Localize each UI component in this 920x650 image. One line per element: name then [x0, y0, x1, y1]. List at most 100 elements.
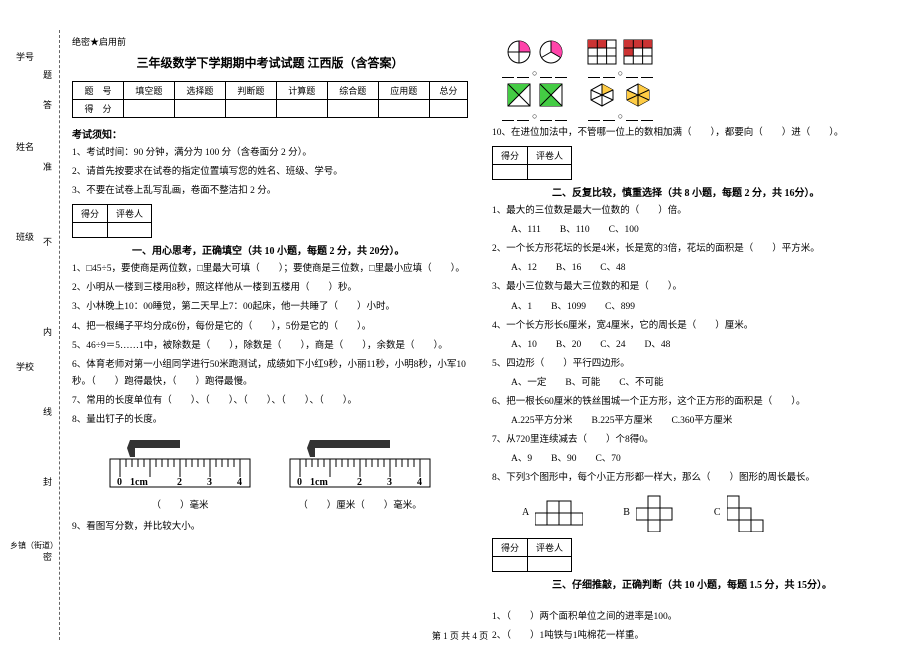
- th: 题 号: [73, 82, 124, 100]
- svg-text:2: 2: [357, 477, 362, 488]
- binding-mark: 密: [43, 550, 52, 563]
- ruler-icon: 0 1cm 2 3 4: [285, 437, 435, 492]
- mini-th: 得分: [493, 147, 528, 165]
- question: 2、小明从一楼到三楼用8秒，照这样他从一楼到五楼用（ ）秒。: [72, 280, 468, 297]
- svg-text:2: 2: [177, 477, 182, 488]
- shape-b: B: [623, 494, 674, 532]
- shape-c: C: [714, 494, 765, 532]
- options: A、1 B、1099 C、899: [492, 299, 888, 316]
- binding-mark: 题: [43, 68, 52, 81]
- question: 10、在进位加法中，不管哪一位上的数相加满（ ），都要向（ ）进（ ）。: [492, 125, 888, 142]
- scorer-table: 得分评卷人: [492, 538, 572, 572]
- mini-td: [108, 223, 152, 238]
- question: 1、□45÷5，要使商是两位数，□里最大可填（ ）；要使商是三位数，□里最小应填…: [72, 261, 468, 278]
- th: 计算题: [276, 82, 327, 100]
- ruler-2: 0 1cm 2 3 4 （ ）厘米（ ）毫米。: [285, 437, 435, 511]
- binding-label: 班级: [16, 230, 34, 243]
- binding-mark: 准: [43, 160, 52, 173]
- page-footer: 第 1 页 共 4 页: [0, 629, 920, 642]
- binding-margin: 学号 姓名 班级 学校 乡镇（街道） 题 答 准 不 内 线 封 密: [10, 30, 60, 640]
- svg-text:4: 4: [417, 477, 422, 488]
- ruler-icon: 0 1cm 2 3 4: [105, 437, 255, 492]
- hex-fraction-icon: [623, 82, 653, 108]
- mini-th: 得分: [73, 205, 108, 223]
- fraction-group-circles: ○: [502, 39, 567, 78]
- question: 5、46÷9＝5……1中，被除数是（ ），除数是（ ），商是（ ），余数是（ ）…: [72, 338, 468, 355]
- grid-fraction-icon: [587, 39, 617, 65]
- options: A、111 B、110 C、100: [492, 222, 888, 239]
- mini-td: [528, 556, 572, 571]
- td: [276, 100, 327, 118]
- svg-text:3: 3: [387, 477, 392, 488]
- section3-title: 三、仔细推敲，正确判断（共 10 小题，每题 1.5 分，共 15分）。: [552, 576, 888, 591]
- notice-item: 2、请首先按要求在试卷的指定位置填写您的姓名、班级、学号。: [72, 164, 468, 181]
- secret-label: 绝密★启用前: [72, 35, 468, 48]
- th: 总分: [429, 82, 467, 100]
- td: [429, 100, 467, 118]
- question: 5、四边形（ ）平行四边形。: [492, 356, 888, 373]
- td: 得 分: [73, 100, 124, 118]
- td: [174, 100, 225, 118]
- square-fraction-icon: [538, 82, 564, 108]
- fraction-row: ○ ○: [502, 82, 888, 121]
- hex-fraction-icon: [587, 82, 617, 108]
- ruler-label: （ ）毫米: [105, 497, 255, 511]
- mini-td: [528, 165, 572, 180]
- question: 1、（ ）两个面积单位之间的进率是100。: [492, 609, 888, 626]
- circle-fraction-icon: [506, 39, 532, 65]
- question: 8、量出钉子的长度。: [72, 412, 468, 429]
- question: 9、看图写分数，并比较大小。: [72, 519, 468, 536]
- options: A、9 B、90 C、70: [492, 451, 888, 468]
- options: A.225平方分米 B.225平方厘米 C.360平方厘米: [492, 413, 888, 430]
- binding-mark: 答: [43, 98, 52, 111]
- question: 4、把一根绳子平均分成6份，每份是它的（ ），5份是它的（ ）。: [72, 319, 468, 336]
- th: 应用题: [378, 82, 429, 100]
- svg-text:0: 0: [297, 477, 302, 488]
- binding-label: 学号: [16, 50, 34, 63]
- question: 3、小林晚上10：00睡觉，第二天早上7：00起床，他一共睡了（ ）小时。: [72, 299, 468, 316]
- grid-fraction-icon: [623, 39, 653, 65]
- shape-label: C: [714, 507, 721, 518]
- svg-text:3: 3: [207, 477, 212, 488]
- svg-text:4: 4: [237, 477, 242, 488]
- mini-th: 评卷人: [528, 147, 572, 165]
- options: A、12 B、16 C、48: [492, 260, 888, 277]
- td: [327, 100, 378, 118]
- question: 4、一个长方形长6厘米，宽4厘米，它的周长是（ ）厘米。: [492, 318, 888, 335]
- binding-mark: 内: [43, 325, 52, 338]
- binding-label: 姓名: [16, 140, 34, 153]
- polyomino-icon: [636, 494, 674, 532]
- ruler-label: （ ）厘米（ ）毫米。: [285, 497, 435, 511]
- binding-mark: 封: [43, 475, 52, 488]
- question: 1、最大的三位数是最大一位数的（ ）倍。: [492, 203, 888, 220]
- fraction-group-grids: ○: [587, 39, 653, 78]
- mini-td: [493, 556, 528, 571]
- fraction-group-squares: ○: [502, 82, 567, 121]
- options: A、10 B、20 C、24 D、48: [492, 337, 888, 354]
- th: 填空题: [123, 82, 174, 100]
- binding-mark: 线: [43, 405, 52, 418]
- left-column: 绝密★启用前 三年级数学下学期期中考试试题 江西版（含答案） 题 号 填空题 选…: [60, 30, 480, 640]
- shape-label: B: [623, 507, 630, 518]
- score-table: 题 号 填空题 选择题 判断题 计算题 综合题 应用题 总分 得 分: [72, 81, 468, 118]
- shape-a: A: [522, 499, 583, 527]
- shape-label: A: [522, 507, 529, 518]
- question: 6、体育老师对第一小组同学进行50米跑测试，成绩如下小红9秒，小丽11秒，小明8…: [72, 357, 468, 391]
- right-column: ○ ○ ○: [480, 30, 900, 640]
- notice-item: 1、考试时间：90 分钟，满分为 100 分（含卷面分 2 分）。: [72, 145, 468, 162]
- fraction-group-hexagons: ○: [587, 82, 653, 121]
- scorer-table: 得分评卷人: [72, 204, 152, 238]
- question: 6、把一根长60厘米的铁丝围城一个正方形，这个正方形的面积是（ ）。: [492, 394, 888, 411]
- scorer-table: 得分评卷人: [492, 146, 572, 180]
- td: [225, 100, 276, 118]
- th: 综合题: [327, 82, 378, 100]
- square-fraction-icon: [506, 82, 532, 108]
- polyomino-icon: [727, 494, 765, 532]
- mini-th: 得分: [493, 538, 528, 556]
- notice-item: 3、不要在试卷上乱写乱画，卷面不整洁扣 2 分。: [72, 183, 468, 200]
- question: 7、从720里连续减去（ ）个8得0。: [492, 432, 888, 449]
- options: A、一定 B、可能 C、不可能: [492, 375, 888, 392]
- binding-label: 学校: [16, 360, 34, 373]
- ruler-1: 0 1cm 2 3 4 （ ）毫米: [105, 437, 255, 511]
- mini-td: [493, 165, 528, 180]
